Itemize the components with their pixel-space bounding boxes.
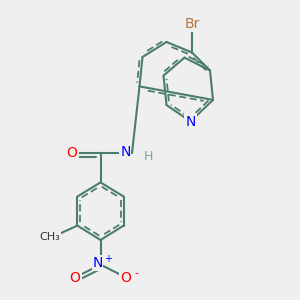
Text: N: N: [120, 145, 130, 158]
Text: O: O: [121, 271, 131, 284]
Text: Br: Br: [184, 17, 200, 31]
Text: +: +: [104, 254, 112, 264]
Text: CH₃: CH₃: [39, 232, 60, 242]
Text: N: N: [92, 256, 103, 270]
Text: O: O: [70, 271, 80, 284]
Text: H: H: [144, 149, 153, 163]
Text: -: -: [134, 268, 139, 278]
Text: N: N: [185, 115, 196, 128]
Text: O: O: [67, 146, 77, 160]
